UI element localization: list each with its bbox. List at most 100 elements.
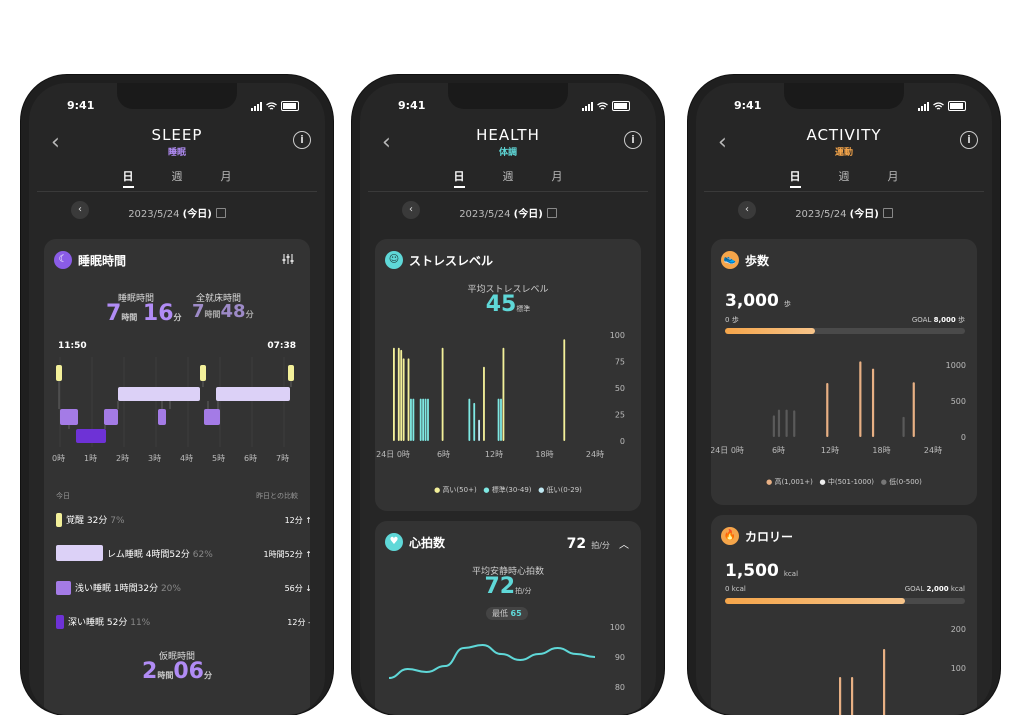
battery-icon: [612, 101, 630, 111]
stage-name: 覚醒: [66, 516, 85, 526]
light-block: [158, 409, 166, 425]
nap-hours: 2: [142, 659, 158, 684]
stage-text: 浅い睡眠 1時間32分 20%: [75, 581, 181, 594]
status-time: 9:41: [734, 99, 762, 112]
tab-day[interactable]: 日: [789, 168, 801, 188]
hour-labels: 0時 1時 2時 3時 4時 5時 6時 7時: [52, 453, 308, 465]
calendar-icon[interactable]: [215, 208, 226, 218]
stress-bar: [419, 398, 422, 441]
stress-card: ☺ ストレスレベル 平均ストレスレベル 45標準 0 25 50 75 100 24日 0…: [375, 239, 641, 511]
info-icon[interactable]: i: [293, 131, 311, 149]
back-button[interactable]: ‹: [382, 130, 391, 155]
page-subtitle: 睡眠: [167, 148, 186, 158]
tab-month[interactable]: 月: [887, 170, 899, 183]
info-icon[interactable]: i: [960, 131, 978, 149]
stress-bar: [397, 347, 400, 441]
info-icon[interactable]: i: [624, 131, 642, 149]
sleep-time-label: 睡眠時間: [118, 294, 155, 304]
tab-week[interactable]: 週: [502, 170, 514, 183]
tab-month[interactable]: 月: [551, 170, 563, 183]
tab-day[interactable]: 日: [122, 168, 134, 188]
cal-min-unit: kcal: [731, 585, 746, 593]
legend-normal: 標準(30-49): [491, 486, 532, 494]
legend-low: 低い(0-29): [546, 486, 582, 494]
legend-mid: 中(501-1000): [827, 478, 875, 486]
stage-pct: 11%: [130, 618, 151, 628]
prev-date-button[interactable]: ‹: [71, 201, 89, 219]
y-tick-label: 50: [615, 384, 625, 393]
stage-diff: 1時間52分 ↑: [263, 550, 310, 559]
stage-text: 深い睡眠 52分 11%: [68, 615, 150, 628]
stress-bar: [502, 347, 505, 441]
legend-dot: ●: [434, 486, 441, 494]
period-tabs: 日 週 月: [696, 168, 992, 188]
nap-hours-unit: 時間: [157, 671, 174, 680]
hr-summary[interactable]: 72 拍/分 ︿: [567, 533, 629, 552]
notch: [784, 83, 904, 109]
x-tick-label: 18時: [872, 446, 890, 455]
prev-date-button[interactable]: ‹: [738, 201, 756, 219]
filter-icon[interactable]: [282, 253, 294, 265]
stress-bar: [473, 402, 476, 441]
avg-stress-value: 45標準: [375, 292, 641, 317]
stage-color-bar: [56, 545, 103, 561]
phone-sleep: 9:41 ‹ i SLEEP 睡眠 日 週 月 ‹ 2023/5/24 (今日)…: [21, 75, 333, 715]
rem-block: [166, 387, 200, 401]
chevron-up-icon[interactable]: ︿: [619, 540, 629, 551]
steps-bar: [777, 409, 781, 437]
steps-bar: [859, 361, 862, 437]
awake-block: [56, 365, 62, 381]
tab-week[interactable]: 週: [838, 170, 850, 183]
cal: 1,500: [725, 561, 779, 581]
calendar-icon[interactable]: [882, 208, 893, 218]
stage-row: 覚醒 32分 7% 12分 ↑: [56, 511, 310, 545]
date-today: (今日): [849, 209, 879, 220]
page-subtitle: 体調: [498, 148, 517, 158]
steps-bar: [785, 409, 788, 437]
hour-label: 4時: [180, 454, 194, 463]
back-button[interactable]: ‹: [718, 130, 727, 155]
avg-hr-label: 平均安静時心拍数: [471, 567, 544, 577]
notch: [448, 83, 568, 109]
tab-week[interactable]: 週: [171, 170, 183, 183]
heart-rate-line: [388, 643, 596, 679]
wifi-icon: [597, 101, 608, 110]
phone-activity: 9:41 ‹ i ACTIVITY 運動 日 週 月 ‹ 2023/5/24 (…: [688, 75, 1000, 715]
date-selector[interactable]: 2023/5/24 (今日): [696, 205, 992, 220]
card-header: ☾ 睡眠時間: [54, 251, 126, 269]
nap-minutes-unit: 分: [203, 671, 212, 680]
stage-duration: 1時間32分: [113, 584, 159, 594]
y-tick-label: 500: [951, 397, 966, 406]
bed-hours: 7: [192, 301, 205, 322]
date-selector[interactable]: 2023/5/24 (今日): [360, 205, 656, 220]
y-tick-label: 75: [615, 358, 625, 367]
battery-icon: [948, 101, 966, 111]
status-time: 9:41: [67, 99, 95, 112]
stage-duration: 52分: [106, 618, 128, 628]
prev-date-button[interactable]: ‹: [402, 201, 420, 219]
date-selector[interactable]: 2023/5/24 (今日): [29, 205, 325, 220]
stage-pct: 7%: [110, 516, 125, 526]
tab-month[interactable]: 月: [220, 170, 232, 183]
stress-bar: [563, 339, 566, 441]
goal-label: GOAL: [904, 585, 925, 593]
sleep-end-time: 07:38: [267, 341, 296, 351]
card-header: 👟 歩数: [721, 251, 769, 269]
stress-bar: [478, 419, 481, 441]
steps-min-value: 0: [725, 316, 730, 324]
tab-day[interactable]: 日: [453, 168, 465, 188]
light-block: [204, 409, 220, 425]
sleep-hours-unit: 時間: [121, 313, 138, 322]
avg-hr-value: 72拍/分: [375, 574, 641, 599]
back-button[interactable]: ‹: [51, 130, 60, 155]
hour-label: 7時: [276, 454, 290, 463]
status-time: 9:41: [398, 99, 426, 112]
page-title: HEALTH: [476, 126, 540, 144]
stress-bar: [412, 398, 415, 441]
rem-block: [118, 387, 172, 401]
calendar-icon[interactable]: [546, 208, 557, 218]
wifi-icon: [266, 101, 277, 110]
stress-bar: [393, 347, 395, 441]
stage-row: レム睡眠 4時間52分 62% 1時間52分 ↑: [56, 545, 310, 579]
cal-min-value: 0: [725, 585, 730, 593]
